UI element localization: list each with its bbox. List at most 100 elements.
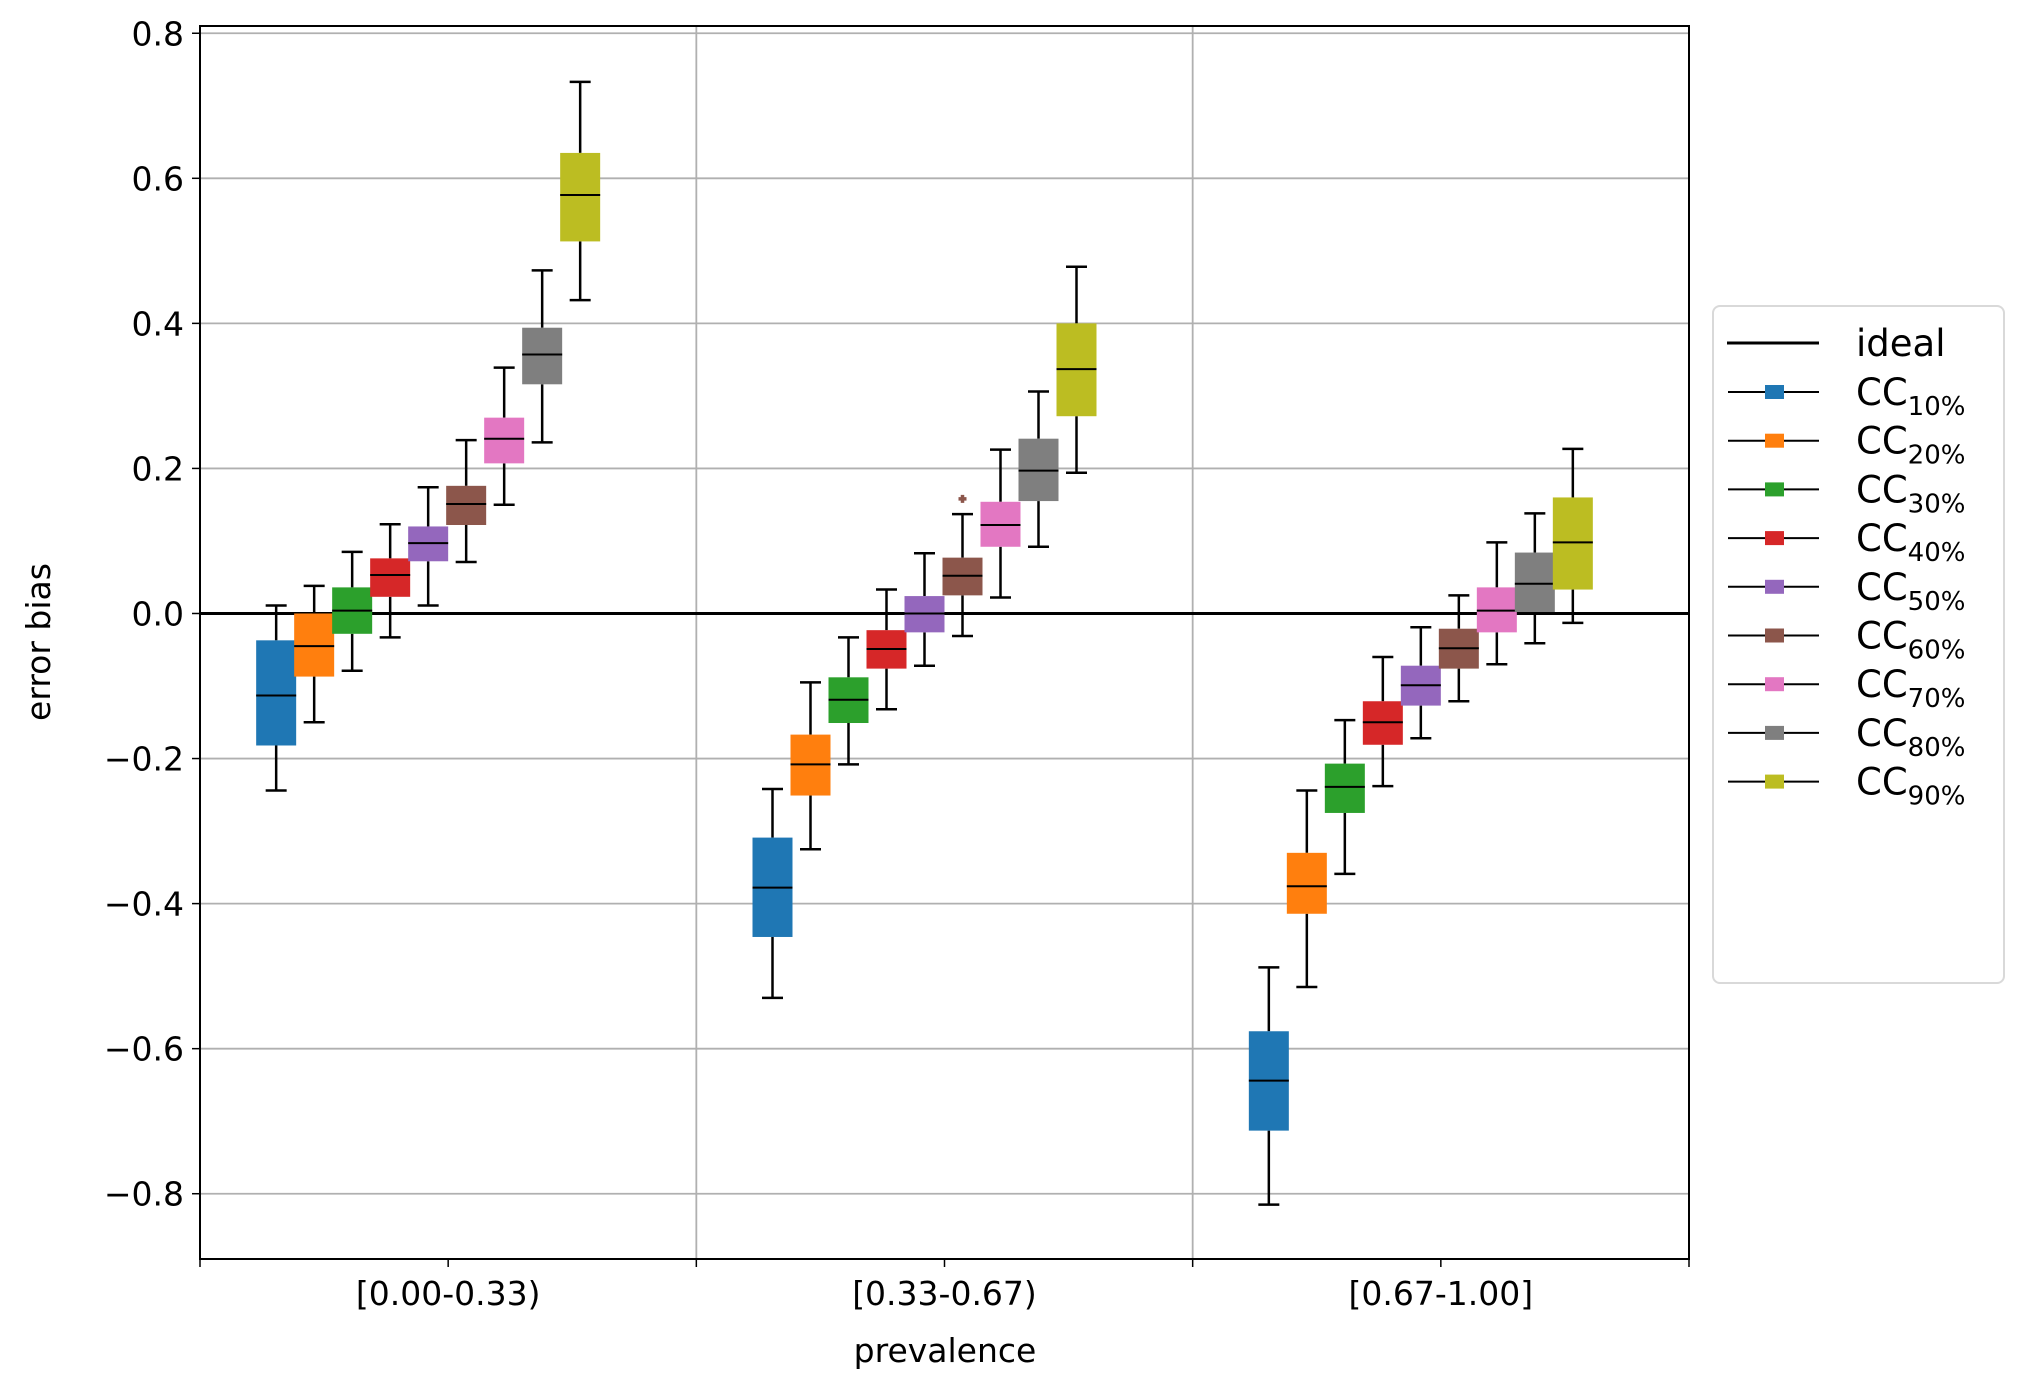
legend-item-40pct: CC40% (1728, 517, 1965, 568)
box-20pct-1 (294, 584, 335, 724)
box-30pct-2 (828, 636, 869, 766)
legend-label-sub: 60% (1908, 636, 1966, 666)
legend-label-base: CC (1856, 663, 1908, 706)
x-tick-label: [0.67-1.00] (1349, 1274, 1534, 1313)
legend-label-base: CC (1856, 517, 1908, 560)
legend-label-base: CC (1856, 761, 1908, 804)
legend-item-90pct: CC90% (1728, 761, 1965, 812)
outlier-marker (958, 494, 967, 503)
legend-label-sub: 10% (1908, 392, 1966, 422)
box-50pct-1 (408, 486, 449, 607)
legend-label: ideal (1856, 322, 1945, 365)
legend-marker (1765, 725, 1784, 740)
legend-label-sub: 30% (1908, 489, 1966, 519)
legend: idealCC10%CC20%CC30%CC40%CC50%CC60%CC70%… (1712, 305, 2005, 984)
legend-item-50pct: CC50% (1728, 566, 1965, 617)
legend-label: CC10% (1856, 371, 1965, 422)
legend-marker (1765, 579, 1784, 594)
legend-marker (1765, 433, 1784, 448)
legend-label-sub: 40% (1908, 538, 1966, 568)
box-40pct-3 (1362, 655, 1403, 788)
y-tick-label: 0.6 (132, 159, 184, 198)
legend-label-sub: 70% (1908, 684, 1966, 714)
box-body (370, 558, 411, 597)
y-tick-label: −0.8 (104, 1175, 184, 1214)
legend-marker (1765, 482, 1784, 497)
box-50pct-3 (1400, 626, 1441, 740)
legend-item-30pct: CC30% (1728, 468, 1965, 519)
legend-item-60pct: CC60% (1728, 615, 1965, 666)
box-60pct-1 (446, 438, 487, 564)
box-90pct-1 (560, 80, 601, 302)
box-20pct-3 (1286, 789, 1327, 989)
y-tick-label: 0.4 (132, 304, 184, 343)
legend-label: CC30% (1856, 468, 1965, 519)
box-60pct-2 (942, 494, 983, 638)
box-body (1324, 763, 1365, 813)
y-axis-label: error bias (19, 563, 58, 721)
box-body (446, 485, 487, 526)
box-body (522, 327, 563, 385)
legend-marker (1765, 385, 1784, 399)
box-70pct-2 (980, 448, 1021, 599)
legend-box (1712, 305, 2005, 984)
box-10pct-1 (256, 604, 297, 792)
legend-item-70pct: CC70% (1728, 663, 1965, 714)
legend-label-sub: 80% (1908, 733, 1966, 763)
y-tick-label: 0.0 (132, 594, 184, 633)
legend-label: CC40% (1856, 517, 1965, 568)
x-tick-label: [0.33-0.67) (852, 1274, 1037, 1313)
legend-marker (1765, 774, 1784, 789)
box-10pct-3 (1248, 966, 1289, 1206)
box-60pct-3 (1438, 594, 1479, 703)
box-body (560, 152, 601, 242)
box-80pct-3 (1514, 512, 1555, 645)
legend-label: CC80% (1856, 712, 1965, 763)
x-tick-label: [0.00-0.33) (356, 1274, 541, 1313)
box-body (1552, 497, 1593, 590)
box-40pct-1 (370, 523, 411, 639)
box-body (484, 417, 525, 464)
legend-label-base: CC (1856, 712, 1908, 755)
legend-label: CC60% (1856, 615, 1965, 666)
box-80pct-2 (1018, 390, 1059, 549)
legend-item-10pct: CC10% (1728, 371, 1965, 422)
box-70pct-3 (1476, 541, 1517, 666)
y-tick-label: −0.4 (104, 885, 184, 924)
legend-item-20pct: CC20% (1728, 420, 1965, 471)
legend-marker (1765, 628, 1784, 643)
legend-label: CC70% (1856, 663, 1965, 714)
legend-label: CC20% (1856, 420, 1965, 471)
y-tick-label: 0.8 (132, 14, 184, 53)
axes: 0.8 0.6 0.4 0.2 0.0 −0.2 −0.4 −0.6 −0.8 [0.00-0.3… (104, 14, 1690, 1313)
legend-label-base: CC (1856, 420, 1908, 463)
legend-item-ideal: ideal (1727, 322, 1945, 365)
y-tick-label: 0.2 (132, 449, 184, 488)
box-70pct-1 (484, 366, 525, 506)
legend-label: CC90% (1856, 761, 1965, 812)
box-90pct-3 (1552, 447, 1593, 625)
legend-label-sub: 50% (1908, 587, 1966, 617)
legend-label-base: CC (1856, 615, 1908, 658)
box-80pct-1 (522, 269, 563, 444)
box-30pct-1 (332, 550, 373, 673)
box-90pct-2 (1056, 265, 1097, 475)
legend-label-sub: 90% (1908, 782, 1966, 812)
y-tick-label: −0.6 (104, 1030, 184, 1069)
legend-label: CC50% (1856, 566, 1965, 617)
box-20pct-2 (790, 681, 831, 851)
boxes (200, 80, 1689, 1206)
box-40pct-2 (866, 588, 907, 711)
legend-item-80pct: CC80% (1728, 712, 1965, 763)
legend-marker (1765, 531, 1784, 546)
box-body (1514, 552, 1555, 613)
legend-label-base: CC (1856, 566, 1908, 609)
legend-marker (1765, 677, 1784, 692)
axes-frame (199, 25, 1690, 1260)
box-50pct-2 (904, 552, 945, 667)
box-body (256, 640, 297, 746)
box-30pct-3 (1324, 718, 1365, 876)
legend-label-base: CC (1856, 371, 1908, 414)
box-body (294, 613, 335, 677)
